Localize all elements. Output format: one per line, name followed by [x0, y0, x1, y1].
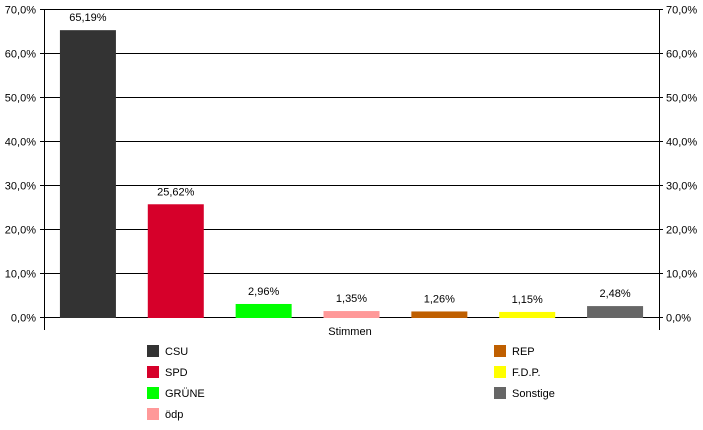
y-tick-label-left: 70,0%: [5, 5, 36, 17]
legend-swatch: [494, 387, 506, 399]
y-tick-label-left: 20,0%: [5, 225, 36, 237]
y-tick-label-right: 0,0%: [666, 313, 691, 325]
data-label: 1,35%: [336, 293, 367, 305]
bar-rep: [411, 311, 468, 318]
y-tick-label-right: 40,0%: [666, 137, 697, 149]
y-tick-label-right: 60,0%: [666, 49, 697, 61]
y-tick-label-right: 30,0%: [666, 181, 697, 193]
y-tick-label-right: 70,0%: [666, 5, 697, 17]
y-tick-label-right: 20,0%: [666, 225, 697, 237]
legend-label: SPD: [165, 367, 188, 379]
y-tick-label-left: 30,0%: [5, 181, 36, 193]
legend-swatch: [147, 366, 159, 378]
bar-grne: [235, 303, 292, 318]
x-axis-label: Stimmen: [328, 326, 371, 338]
bar-spd: [147, 204, 204, 318]
bar-sonstige: [587, 306, 644, 318]
axes: 0,0% 0,0% 10,0% 10,0% 20,0% 20,0% 30,0% 30,0% 40…: [5, 5, 697, 330]
data-label: 2,96%: [248, 286, 279, 298]
y-tick-label-left: 50,0%: [5, 93, 36, 105]
data-label: 1,15%: [512, 294, 543, 306]
legend: CSU SPD GRÜNE ödp REP F.D.P. Sonstige: [147, 345, 555, 421]
legend-swatch: [147, 345, 159, 357]
legend-label: REP: [512, 346, 535, 358]
legend-label: CSU: [165, 346, 188, 358]
data-label: 1,26%: [424, 293, 455, 305]
legend-swatch: [494, 366, 506, 378]
bar-dp: [323, 311, 380, 318]
bar-fdp: [499, 311, 556, 318]
y-tick-label-left: 40,0%: [5, 137, 36, 149]
y-tick-label-left: 0,0%: [11, 313, 36, 325]
legend-swatch: [147, 408, 159, 420]
data-label: 25,62%: [157, 186, 195, 198]
legend-label: ödp: [165, 409, 183, 421]
data-label: 65,19%: [69, 12, 107, 24]
bar-csu: [59, 30, 116, 318]
legend-swatch: [494, 345, 506, 357]
legend-label: GRÜNE: [165, 388, 205, 400]
data-label: 2,48%: [599, 288, 630, 300]
y-tick-label-left: 60,0%: [5, 49, 36, 61]
gridlines: [40, 9, 663, 318]
legend-swatch: [147, 387, 159, 399]
y-tick-label-right: 10,0%: [666, 269, 697, 281]
bars: 65,19% 25,62% 2,96% 1,35% 1,26% 1,15% 2,48%: [59, 12, 644, 318]
y-tick-label-right: 50,0%: [666, 93, 697, 105]
legend-label: Sonstige: [512, 388, 555, 400]
legend-label: F.D.P.: [512, 367, 541, 379]
y-tick-label-left: 10,0%: [5, 269, 36, 281]
